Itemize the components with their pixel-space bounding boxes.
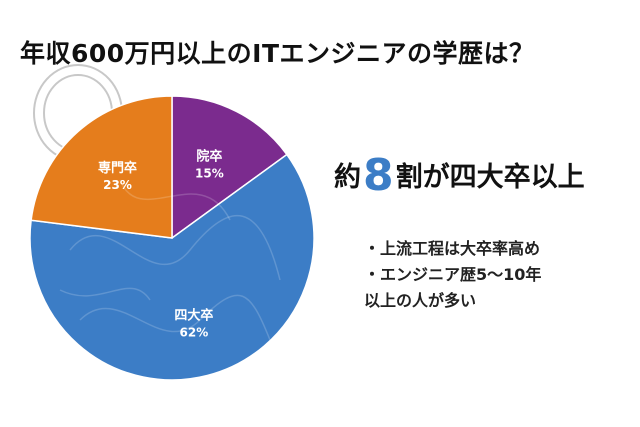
point-item: ・エンジニア歴5～10年: [364, 265, 542, 284]
pie-label-university: 四大卒: [174, 307, 213, 323]
pie-label-vocational: 専門卒: [98, 160, 137, 176]
key-points: ・上流工程は大卒率高め ・エンジニア歴5～10年 以上の人が多い: [364, 236, 634, 314]
page-title: 年収600万円以上のITエンジニアの学歴は？: [20, 39, 535, 68]
pie-slice-graduate: [171, 95, 288, 240]
pie-slice-university: [29, 153, 315, 381]
headline-number: 8: [363, 150, 394, 201]
pie-slice-vocational: [30, 95, 173, 239]
pie-label-graduate: 院卒: [196, 149, 222, 165]
point-item: 以上の人が多い: [364, 291, 477, 310]
headline-prefix: 約: [334, 162, 361, 193]
headline: 約8割が四大卒以上: [334, 150, 634, 201]
pie-value-university: 62%: [180, 325, 209, 339]
pie-value-graduate: 15%: [195, 167, 224, 181]
headline-suffix: 割が四大卒以上: [395, 162, 585, 193]
pie-value-vocational: 23%: [103, 178, 132, 192]
point-item: ・上流工程は大卒率高め: [364, 239, 541, 258]
